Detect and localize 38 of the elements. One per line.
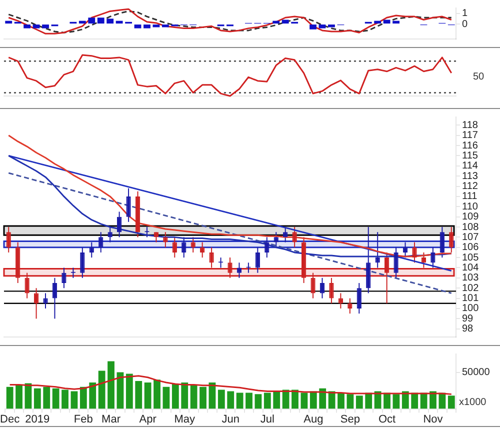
y-tick-label: 108	[462, 222, 480, 233]
y-tick-label: 100	[462, 303, 480, 314]
x-tick-label: Aug	[304, 413, 324, 426]
y-tick-label: 98	[462, 324, 474, 335]
x-tick-label: Dec	[0, 413, 20, 426]
y-tick-label: 1	[462, 8, 468, 20]
x-tick-label: 2019	[25, 413, 50, 426]
y-tick-label: 115	[462, 150, 478, 162]
x-tick-label: Jun	[222, 413, 240, 426]
y-tick-label: 110	[462, 201, 478, 212]
x-tick-label: Apr	[139, 413, 157, 426]
text: x1000	[459, 396, 487, 408]
x-tick-label: Sep	[340, 413, 360, 426]
y-tick-label: 104	[462, 262, 480, 274]
y-tick-label: 111	[462, 191, 478, 202]
y-tick-label: 99	[462, 313, 474, 324]
y-tick-label: 101	[462, 293, 480, 304]
y-tick-label: 50000	[462, 367, 490, 378]
x-tick-label: Jul	[260, 413, 274, 426]
y-tick-label: 118	[462, 120, 478, 131]
x-tick-label: Feb	[74, 413, 93, 426]
x-tick-label: May	[174, 413, 196, 426]
y-tick-label: 0	[462, 18, 468, 30]
y-tick-label: 113	[462, 170, 478, 182]
y-tick-label: 109	[462, 212, 480, 223]
y-tick-label: 114	[462, 160, 478, 172]
x-tick-label: Nov	[423, 413, 444, 426]
x-tick-label: Mar	[102, 413, 121, 426]
y-tick-label: 116	[462, 140, 478, 152]
y-tick-label: 103	[462, 272, 480, 284]
y-tick-label: 102	[462, 282, 480, 294]
y-tick-label: 112	[462, 181, 478, 192]
text: 50	[473, 72, 485, 82]
y-tick-label: 105	[462, 252, 480, 264]
y-tick-label: 117	[462, 130, 478, 142]
y-tick-label: 106	[462, 242, 480, 254]
y-tick-label: 107	[462, 232, 480, 243]
x-tick-label: Oct	[378, 413, 396, 426]
